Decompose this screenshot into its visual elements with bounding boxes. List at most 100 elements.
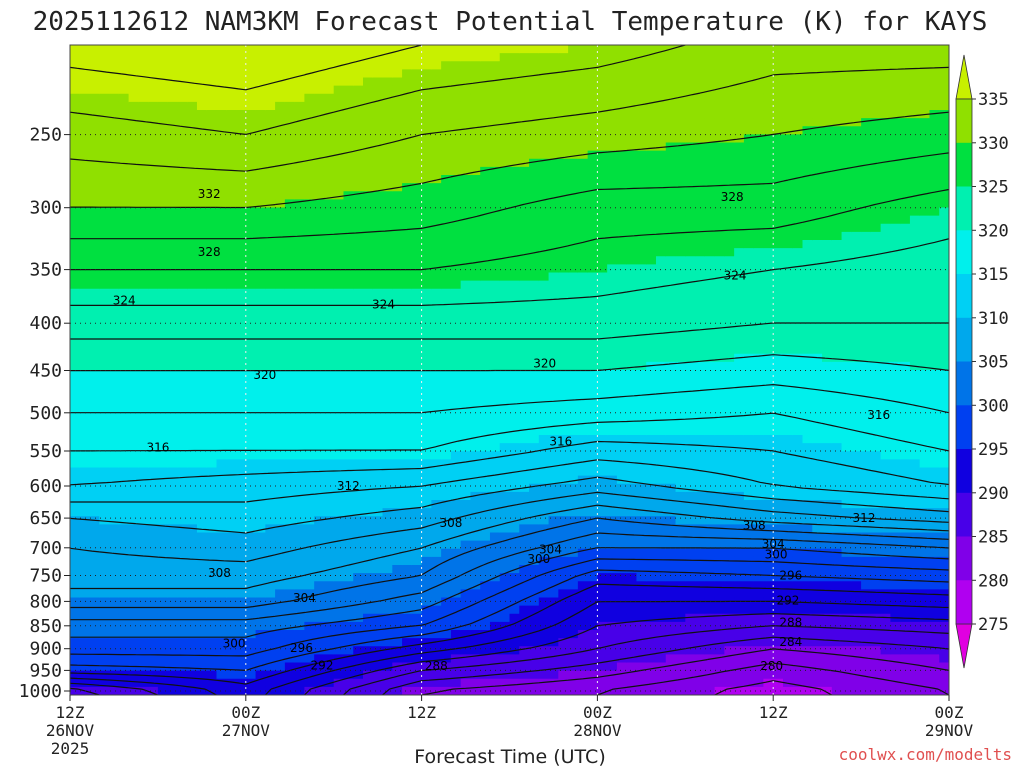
theta-cell <box>304 150 315 160</box>
theta-cell <box>118 134 130 144</box>
theta-cell <box>216 483 227 493</box>
theta-cell <box>372 264 384 274</box>
theta-cell <box>626 93 638 103</box>
theta-cell <box>402 353 413 363</box>
theta-cell <box>480 53 491 62</box>
theta-cell <box>148 556 159 566</box>
theta-cell <box>460 69 472 79</box>
theta-cell <box>665 508 677 517</box>
theta-cell <box>177 654 188 664</box>
theta-cell <box>460 272 472 282</box>
theta-cell <box>353 183 364 192</box>
theta-cell <box>284 256 296 265</box>
theta-cell <box>587 353 598 363</box>
theta-cell <box>587 69 598 79</box>
theta-cell <box>392 223 403 233</box>
theta-cell <box>323 451 335 460</box>
theta-cell <box>529 77 540 87</box>
theta-cell <box>577 483 589 493</box>
theta-cell <box>480 240 491 249</box>
theta-cell <box>148 53 159 62</box>
theta-cell <box>499 191 511 200</box>
theta-cell <box>157 45 169 54</box>
theta-cell <box>470 305 481 314</box>
theta-cell <box>314 678 325 688</box>
theta-cell <box>529 142 540 152</box>
theta-cell <box>99 345 110 355</box>
theta-cell <box>392 166 403 176</box>
theta-cell <box>402 662 413 672</box>
theta-cell <box>226 85 237 95</box>
theta-cell <box>323 459 335 469</box>
theta-cell <box>363 467 374 477</box>
theta-cell <box>656 61 667 70</box>
theta-cell <box>79 613 91 623</box>
theta-cell <box>128 183 139 192</box>
theta-cell <box>167 126 179 135</box>
theta-cell <box>616 126 628 135</box>
theta-cell <box>499 207 511 217</box>
theta-cell <box>196 272 208 282</box>
theta-cell <box>558 573 569 582</box>
theta-cell <box>177 662 188 672</box>
theta-cell <box>646 288 657 298</box>
theta-cell <box>167 670 179 680</box>
theta-cell <box>607 134 618 144</box>
theta-cell <box>665 361 677 371</box>
theta-cell <box>304 491 315 501</box>
theta-cell <box>597 370 608 379</box>
theta-cell <box>206 329 218 339</box>
theta-cell <box>646 670 657 680</box>
theta-cell <box>577 134 589 144</box>
theta-cell <box>265 581 276 590</box>
theta-cell <box>157 264 169 274</box>
theta-cell <box>646 150 657 160</box>
theta-cell <box>480 353 491 363</box>
theta-cell <box>109 508 120 517</box>
theta-cell <box>363 272 374 282</box>
theta-cell <box>568 402 579 412</box>
theta-cell <box>294 686 305 695</box>
theta-cell <box>128 548 139 558</box>
theta-cell <box>548 93 559 103</box>
theta-cell <box>128 597 139 607</box>
theta-cell <box>353 296 364 306</box>
theta-cell <box>441 207 452 217</box>
theta-cell <box>646 394 657 404</box>
theta-cell <box>343 345 354 355</box>
theta-cell <box>304 191 315 200</box>
theta-cell <box>304 296 315 306</box>
theta-cell <box>558 175 569 184</box>
theta-cell <box>480 630 491 639</box>
theta-cell <box>470 443 481 452</box>
theta-cell <box>577 288 589 298</box>
theta-cell <box>431 662 442 672</box>
theta-cell <box>470 475 481 485</box>
theta-cell <box>548 402 559 412</box>
theta-cell <box>99 500 110 509</box>
theta-cell <box>450 288 462 298</box>
theta-cell <box>196 175 208 184</box>
theta-cell <box>470 467 481 477</box>
theta-cell <box>441 158 452 168</box>
theta-cell <box>109 630 120 639</box>
theta-cell <box>529 296 540 306</box>
theta-cell <box>99 638 110 647</box>
theta-cell <box>558 264 569 274</box>
theta-cell <box>460 443 472 452</box>
theta-cell <box>392 467 403 477</box>
theta-cell <box>157 670 169 680</box>
theta-cell <box>167 662 179 672</box>
theta-cell <box>343 613 354 623</box>
theta-cell <box>402 646 413 655</box>
theta-cell <box>538 256 550 265</box>
theta-cell <box>607 45 618 54</box>
theta-cell <box>226 500 237 509</box>
theta-cell <box>343 215 354 225</box>
theta-cell <box>548 556 559 566</box>
theta-cell <box>616 183 628 192</box>
theta-cell <box>363 248 374 257</box>
theta-cell <box>548 483 559 493</box>
theta-cell <box>216 686 227 695</box>
theta-cell <box>343 353 354 363</box>
